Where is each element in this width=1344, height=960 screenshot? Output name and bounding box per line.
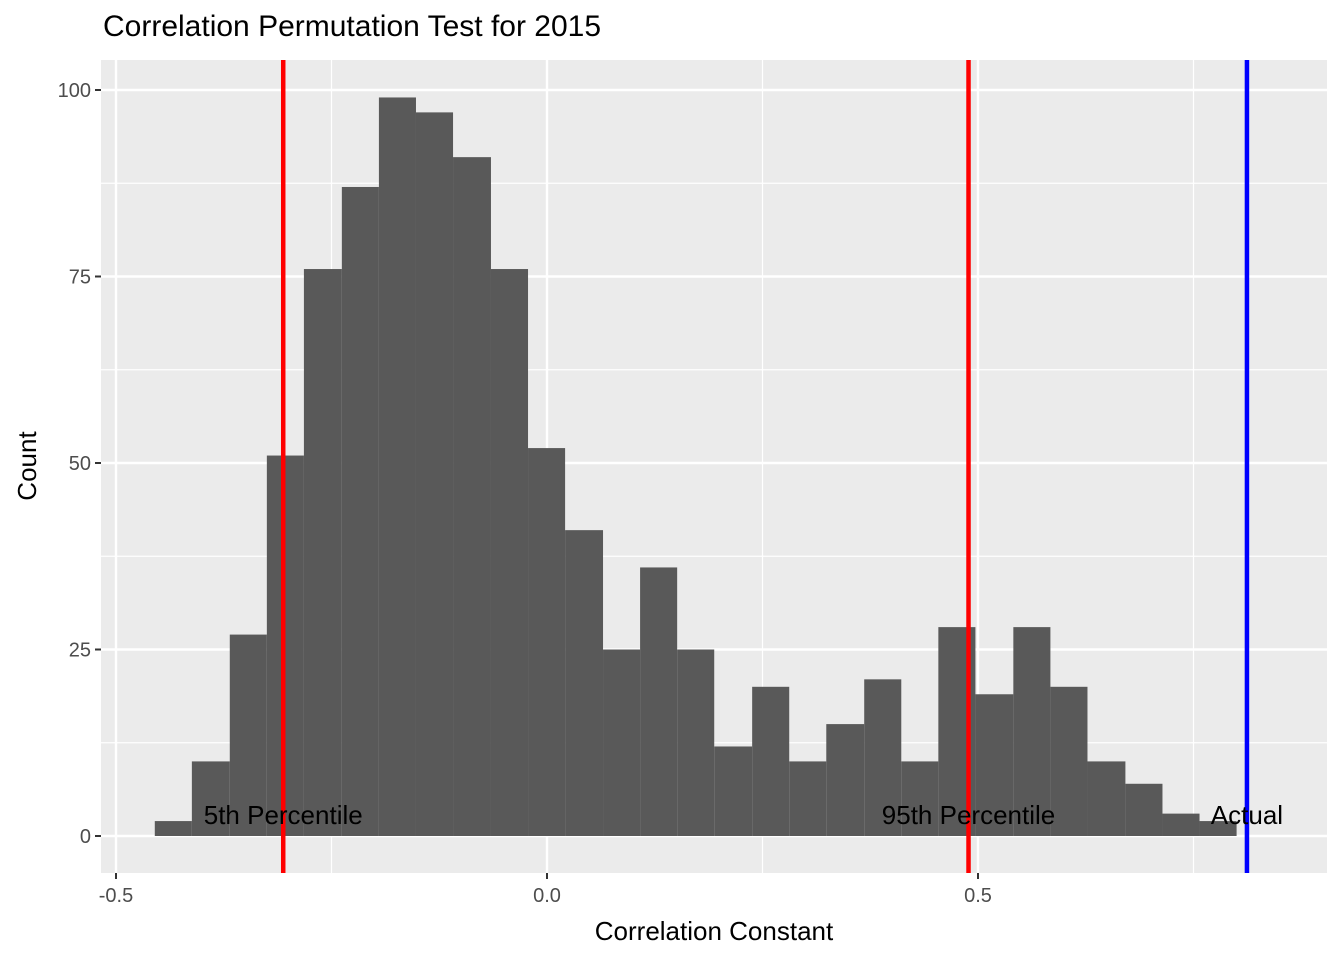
- histogram-bar: [826, 724, 865, 836]
- y-tick-label: 0: [80, 826, 91, 848]
- histogram-bar: [975, 694, 1014, 836]
- histogram-bars: [154, 97, 1237, 837]
- histogram-bar: [901, 761, 939, 836]
- x-tick-label: 0.0: [533, 885, 561, 907]
- histogram-bar: [1199, 821, 1237, 836]
- histogram-bar: [864, 679, 902, 836]
- actual-label: Actual: [1211, 800, 1283, 830]
- histogram-bar: [1087, 761, 1126, 836]
- histogram-bar: [303, 269, 342, 836]
- histogram-bar: [752, 686, 790, 836]
- histogram-bar: [677, 649, 715, 836]
- histogram-bar: [714, 746, 753, 836]
- histogram-bar: [1125, 783, 1163, 836]
- fifth-percentile-label: 5th Percentile: [204, 800, 363, 830]
- y-tick-label: 75: [69, 267, 91, 289]
- y-axis: 0 25 50 75 100: [58, 80, 101, 848]
- ninety-fifth-percentile-label: 95th Percentile: [882, 800, 1055, 830]
- y-axis-title: Count: [12, 431, 42, 501]
- histogram-bar: [378, 97, 416, 836]
- histogram-bar: [490, 269, 529, 836]
- chart-title: Correlation Permutation Test for 2015: [103, 10, 602, 43]
- x-axis-title: Correlation Constant: [595, 916, 834, 946]
- histogram-bar: [453, 157, 491, 836]
- x-tick-label: 0.5: [964, 885, 992, 907]
- line-annotations: 5th Percentile 95th Percentile Actual: [204, 800, 1283, 830]
- histogram-bar: [341, 186, 379, 837]
- y-tick-label: 25: [69, 640, 91, 662]
- histogram-bar: [229, 634, 267, 836]
- x-axis: -0.5 0.0 0.5: [99, 873, 992, 907]
- histogram-bar: [154, 821, 192, 836]
- x-tick-label: -0.5: [99, 885, 133, 907]
- histogram-bar: [191, 761, 230, 836]
- reference-lines: [280, 60, 1250, 873]
- histogram-bar: [415, 112, 454, 836]
- histogram-bar: [565, 530, 604, 836]
- histogram-bar: [640, 567, 678, 836]
- histogram-bar: [789, 761, 827, 836]
- histogram-bar: [528, 448, 566, 836]
- histogram-bar: [1050, 686, 1088, 836]
- histogram-bar: [1162, 813, 1200, 836]
- histogram-bar: [1013, 627, 1051, 836]
- y-tick-label: 100: [58, 80, 91, 102]
- histogram-bar: [603, 649, 641, 836]
- y-tick-label: 50: [69, 453, 91, 475]
